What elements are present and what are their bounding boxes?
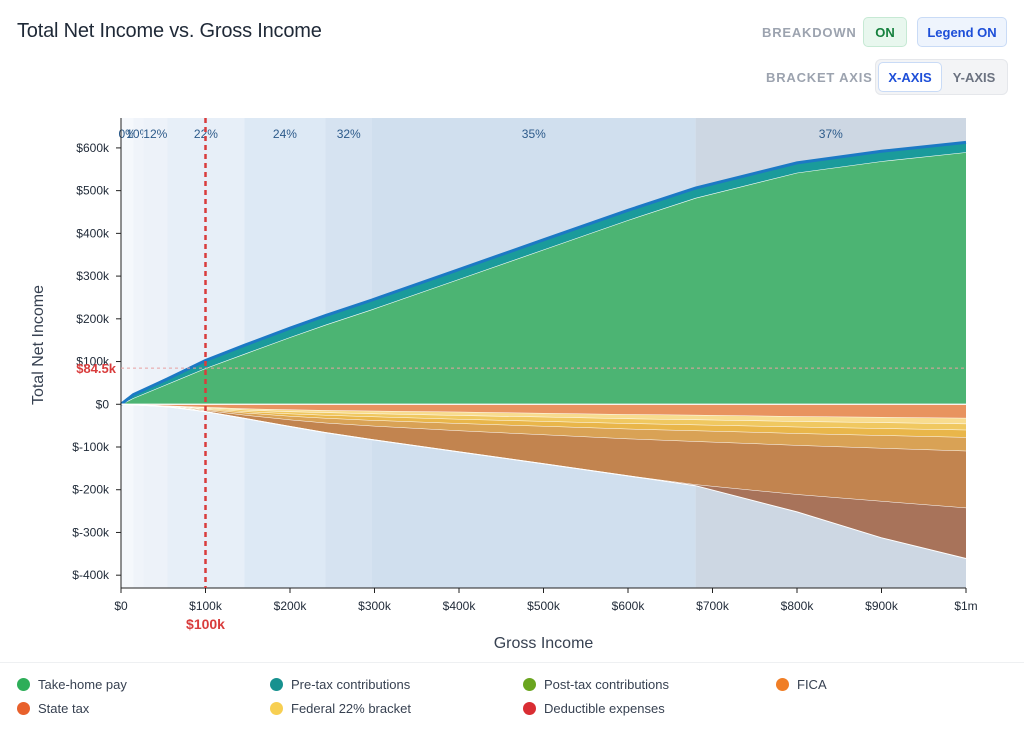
- x-axis-title: Gross Income: [494, 635, 594, 652]
- x-tick-label-9: $900k: [865, 599, 899, 613]
- x-tick-label-2: $200k: [274, 599, 308, 613]
- bracket-label-0: 0%: [118, 127, 136, 141]
- x-tick-label-3: $300k: [358, 599, 392, 613]
- y-tick-label-9: $-300k: [72, 525, 110, 539]
- legend-item[interactable]: Deductible expenses: [523, 701, 665, 716]
- bracket-band-2: [143, 118, 168, 588]
- breakdown-toggle-button[interactable]: ON: [863, 17, 907, 47]
- legend-item[interactable]: Pre-tax contributions: [270, 677, 410, 692]
- x-tick-label-8: $800k: [781, 599, 815, 613]
- negative-area-5: [121, 404, 966, 509]
- legend-swatch: [17, 678, 30, 691]
- legend-label: Deductible expenses: [544, 701, 665, 716]
- x-tick-label-5: $500k: [527, 599, 561, 613]
- legend-label: Federal 22% bracket: [291, 701, 411, 716]
- legend-swatch: [523, 678, 536, 691]
- bracket-band-1: [133, 118, 144, 588]
- x-tick-label-6: $600k: [612, 599, 646, 613]
- legend-label: State tax: [38, 701, 90, 716]
- y-tick-label-2: $400k: [76, 226, 110, 240]
- bracket-label-4: 24%: [273, 127, 297, 141]
- legend-item[interactable]: Post-tax contributions: [523, 677, 669, 692]
- y-tick-label-7: $-100k: [72, 440, 110, 454]
- legend-item[interactable]: Take-home pay: [17, 677, 127, 692]
- x-tick-label-1: $100k: [189, 599, 223, 613]
- legend-item[interactable]: State tax: [17, 701, 89, 716]
- legend-label: Take-home pay: [38, 677, 127, 692]
- x-tick-label-10: $1m: [954, 599, 977, 613]
- y-tick-label-10: $-400k: [72, 568, 110, 582]
- bracket-band-0: [121, 118, 134, 588]
- legend-swatch: [523, 702, 536, 715]
- y-axis-title: Total Net Income: [30, 285, 47, 405]
- legend-item[interactable]: Federal 22% bracket: [270, 701, 411, 716]
- x-tick-label-7: $700k: [696, 599, 730, 613]
- negative-area-2: [121, 404, 966, 431]
- y-tick-label-4: $200k: [76, 312, 110, 326]
- marker-y-label: $84.5k: [76, 361, 117, 376]
- x-tick-label-0: $0: [114, 599, 128, 613]
- negative-area-3: [121, 404, 966, 438]
- y-tick-label-8: $-200k: [72, 483, 110, 497]
- total-income-line: [120, 140, 967, 406]
- negative-boundary-6: [120, 403, 967, 559]
- legend-label: Post-tax contributions: [544, 677, 670, 692]
- marker-x-label: $100k: [186, 616, 225, 632]
- legend-item[interactable]: FICA: [776, 677, 827, 692]
- x-tick-label-4: $400k: [443, 599, 477, 613]
- bracket-label-7: 37%: [819, 127, 843, 141]
- page-title: Total Net Income vs. Gross Income: [17, 20, 322, 42]
- bracket-axis-selector: X-AXIS Y-AXIS: [875, 59, 1008, 95]
- bracket-label-2: 12%: [143, 127, 167, 141]
- net-income-chart[interactable]: 0%10%12% 22% 24% 32% 35% 37%$600k$500k$400k$3…: [0, 0, 1024, 660]
- y-tick-label-5: $100k: [76, 355, 110, 369]
- breakdown-label: BREAKDOWN: [762, 25, 857, 40]
- negative-area-0: [121, 404, 966, 419]
- positive-area-0: [121, 152, 966, 405]
- legend-swatch: [776, 678, 789, 691]
- legend-label: Pre-tax contributions: [291, 677, 411, 692]
- y-tick-label-1: $500k: [76, 184, 110, 198]
- y-tick-label-3: $300k: [76, 269, 110, 283]
- bracket-label-5: 32%: [337, 127, 361, 141]
- negative-area-1: [121, 404, 966, 425]
- y-tick-label-6: $0: [96, 397, 110, 411]
- legend-swatch: [270, 702, 283, 715]
- legend-swatch: [270, 678, 283, 691]
- chart-legend: Take-home pay Pre-tax contributions Post-t…: [0, 662, 1024, 716]
- y-tick-label-0: $600k: [76, 141, 110, 155]
- bracket-axis-label: BRACKET AXIS: [766, 70, 873, 85]
- bracket-label-3: 22%: [194, 127, 218, 141]
- y-axis-option-button[interactable]: Y-AXIS: [952, 69, 996, 85]
- legend-swatch: [17, 702, 30, 715]
- bracket-label-6: 35%: [522, 127, 546, 141]
- x-axis-option-button[interactable]: X-AXIS: [878, 62, 942, 92]
- legend-toggle-button[interactable]: Legend ON: [917, 17, 1007, 47]
- negative-area-4: [121, 404, 966, 452]
- legend-label: FICA: [797, 677, 827, 692]
